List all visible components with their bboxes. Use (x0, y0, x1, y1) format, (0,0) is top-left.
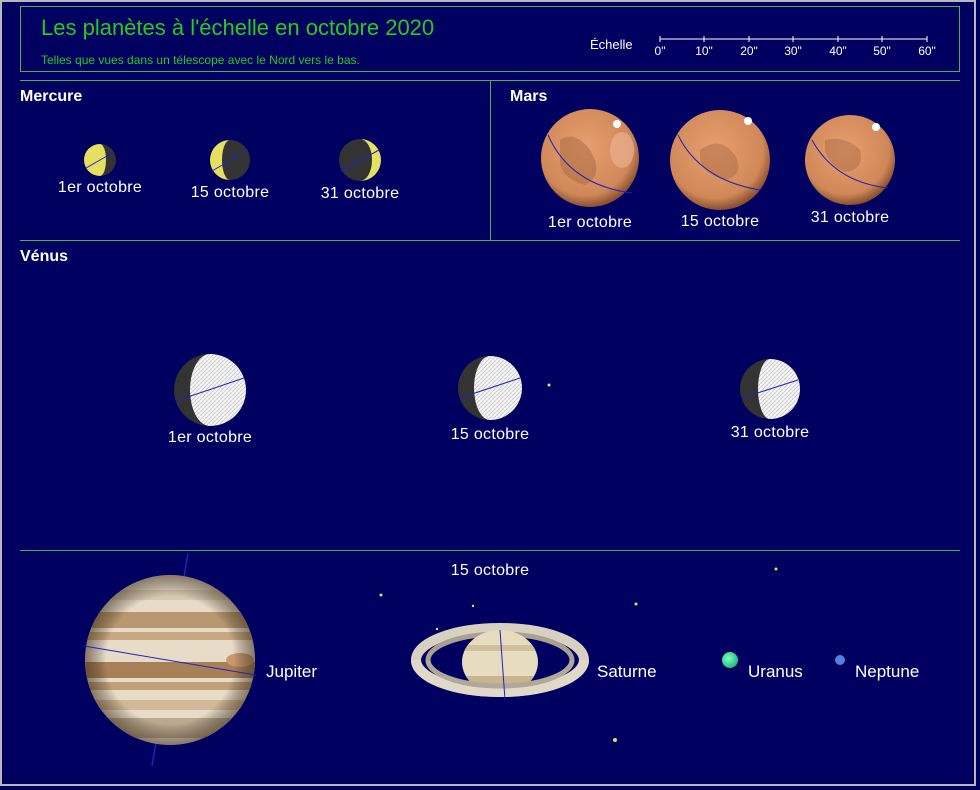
venus-oct1 (174, 354, 246, 426)
outer-date-label: 15 octobre (450, 562, 530, 579)
venus-label-oct15: 15 octobre (450, 426, 530, 443)
neptune-label: Neptune (855, 662, 920, 681)
mercury-oct1 (84, 144, 116, 176)
moons (379, 567, 778, 742)
scale-tick-0: 0" (654, 44, 666, 58)
uranus-disc (722, 652, 738, 668)
venus-oct15 (458, 356, 522, 420)
uranus-label: Uranus (748, 662, 803, 681)
saturn-label: Saturne (597, 662, 657, 681)
mars-label-oct1: 1er octobre (547, 214, 633, 231)
scale-label: Échelle (590, 37, 633, 52)
venus-label-oct1: 1er octobre (167, 429, 253, 446)
mercury-label-oct31: 31 octobre (320, 185, 400, 202)
page-subtitle: Telles que vues dans un télescope avec l… (41, 53, 360, 67)
mercury-title: Mercure (20, 88, 83, 105)
header-box: Les planètes à l'échelle en octobre 2020… (20, 6, 960, 72)
jupiter-label: Jupiter (266, 662, 318, 681)
mars-label-oct15: 15 octobre (680, 213, 760, 230)
saturn-disc (411, 623, 589, 701)
divider-outer (20, 550, 960, 551)
scale-tick-40: 40" (829, 44, 847, 58)
mars-oct1 (541, 109, 639, 207)
scale-tick-30: 30" (784, 44, 802, 58)
neptune-disc (835, 655, 845, 665)
mars-title: Mars (510, 88, 548, 105)
scale-tick-20: 20" (740, 44, 758, 58)
scale-tick-60: 60" (918, 44, 936, 58)
mars-label-oct31: 31 octobre (810, 209, 890, 226)
page-title: Les planètes à l'échelle en octobre 2020 (41, 15, 435, 40)
venus-label-oct31: 31 octobre (730, 424, 810, 441)
scale-bar (659, 36, 928, 42)
mars-oct15 (670, 110, 770, 210)
mercury-label-oct1: 1er octobre (57, 179, 143, 196)
jupiter-disc (83, 552, 257, 767)
divider-venus (20, 240, 960, 241)
divider-mercury-mars (490, 80, 491, 240)
mercury-oct31 (339, 139, 381, 181)
mercury-oct15 (210, 140, 250, 180)
venus-title: Vénus (20, 248, 69, 265)
venus-oct31 (740, 359, 800, 419)
scale-tick-10: 10" (695, 44, 713, 58)
mars-oct31 (805, 115, 895, 205)
scale-tick-50: 50" (873, 44, 891, 58)
mercury-label-oct15: 15 octobre (190, 184, 270, 201)
venus-section-dot (547, 383, 551, 387)
